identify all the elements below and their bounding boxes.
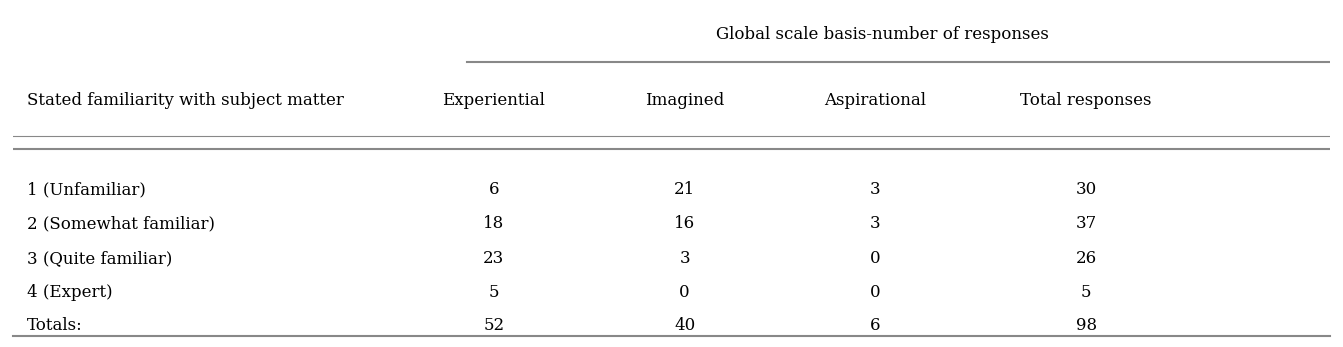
Text: 5: 5 xyxy=(489,284,500,301)
Text: 3 (Quite familiar): 3 (Quite familiar) xyxy=(27,250,172,267)
Text: Stated familiarity with subject matter: Stated familiarity with subject matter xyxy=(27,92,344,109)
Text: 16: 16 xyxy=(674,215,696,232)
Text: 1 (Unfamiliar): 1 (Unfamiliar) xyxy=(27,181,145,198)
Text: 52: 52 xyxy=(483,316,505,333)
Text: 30: 30 xyxy=(1076,181,1097,198)
Text: 21: 21 xyxy=(674,181,696,198)
Text: Imagined: Imagined xyxy=(645,92,724,109)
Text: 4 (Expert): 4 (Expert) xyxy=(27,284,113,301)
Text: Experiential: Experiential xyxy=(442,92,545,109)
Text: 0: 0 xyxy=(870,250,881,267)
Text: 37: 37 xyxy=(1076,215,1097,232)
Text: 6: 6 xyxy=(489,181,500,198)
Text: 18: 18 xyxy=(483,215,505,232)
Text: Global scale basis-number of responses: Global scale basis-number of responses xyxy=(716,26,1049,43)
Text: Total responses: Total responses xyxy=(1021,92,1152,109)
Text: 3: 3 xyxy=(870,215,881,232)
Text: 5: 5 xyxy=(1081,284,1092,301)
Text: 6: 6 xyxy=(870,316,881,333)
Text: 2 (Somewhat familiar): 2 (Somewhat familiar) xyxy=(27,215,215,232)
Text: Totals:: Totals: xyxy=(27,316,82,333)
Text: 0: 0 xyxy=(870,284,881,301)
Text: 0: 0 xyxy=(680,284,690,301)
Text: 26: 26 xyxy=(1076,250,1097,267)
Text: 3: 3 xyxy=(680,250,690,267)
Text: 23: 23 xyxy=(483,250,505,267)
Text: 40: 40 xyxy=(674,316,696,333)
Text: 98: 98 xyxy=(1076,316,1097,333)
Text: 3: 3 xyxy=(870,181,881,198)
Text: Aspirational: Aspirational xyxy=(825,92,927,109)
